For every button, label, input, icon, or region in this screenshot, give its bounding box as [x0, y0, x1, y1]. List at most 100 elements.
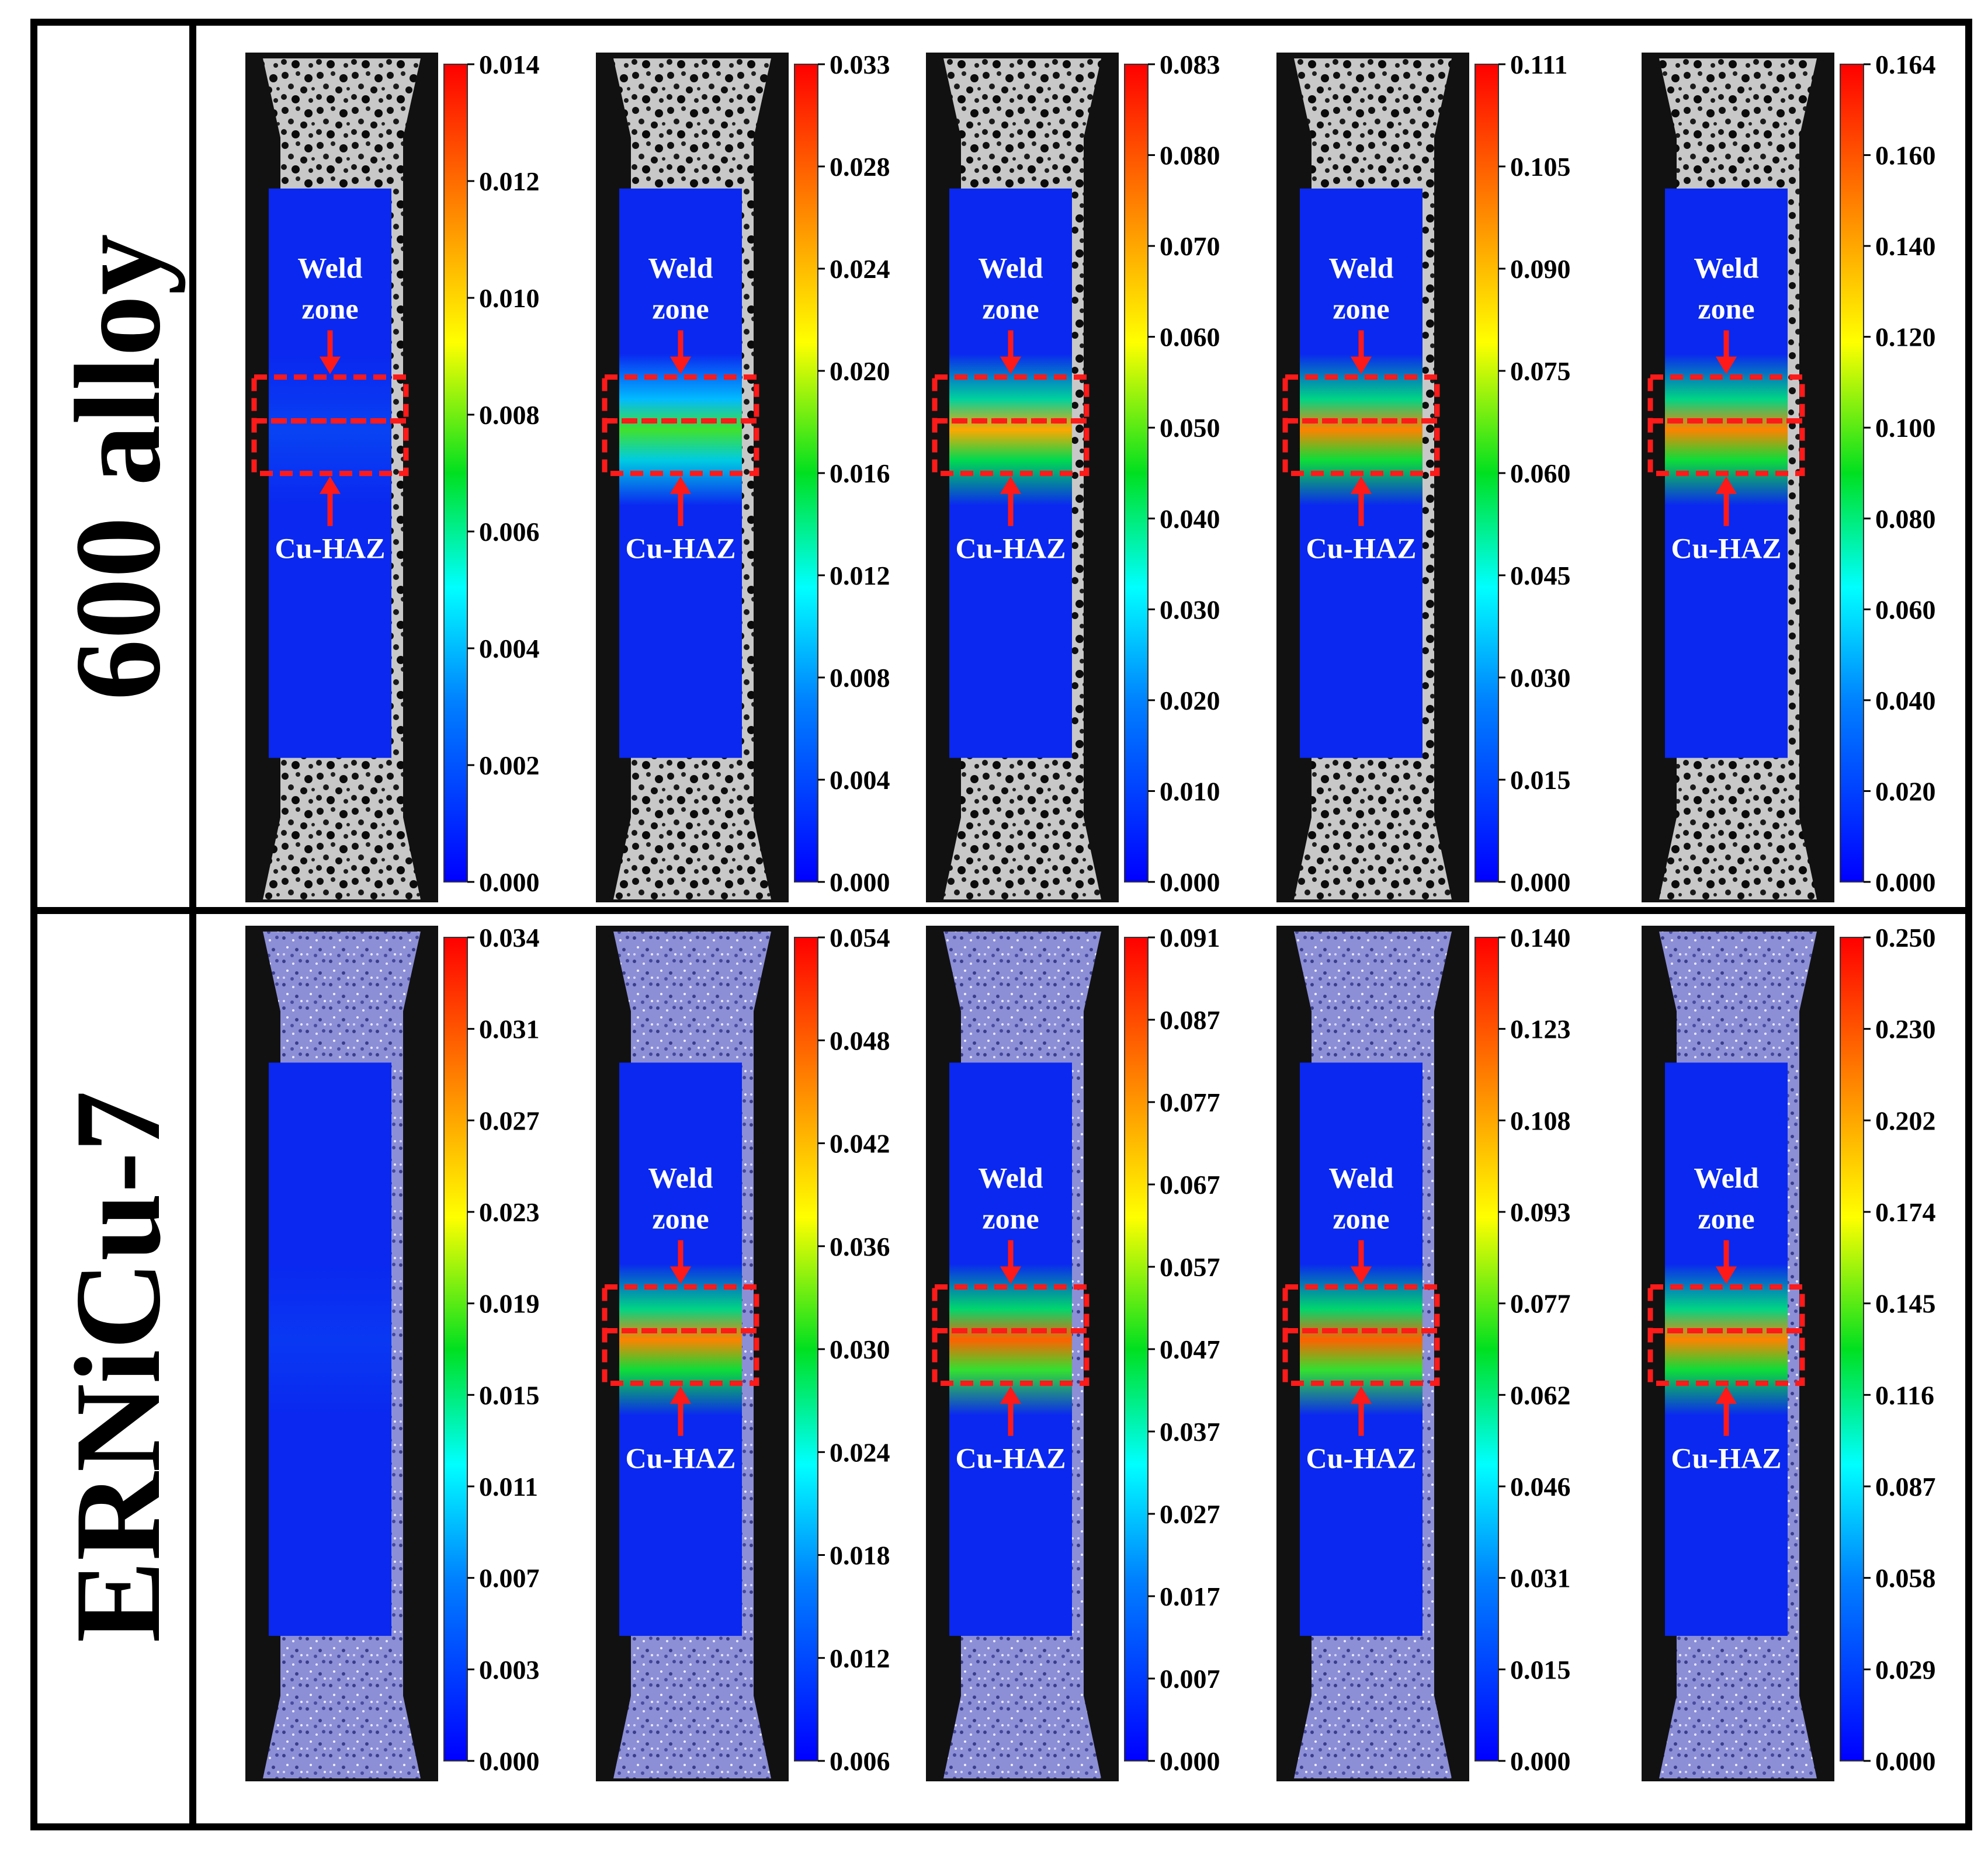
colorbar-tick-label: 0.062	[1510, 1380, 1571, 1410]
colorbar-tick-label: 0.123	[1510, 1014, 1571, 1044]
row-label-ernicu-7: ERNiCu-7	[50, 1090, 186, 1642]
colorbar-tick-label: 0.000	[1875, 867, 1936, 897]
cu-haz-label: Cu-HAZ	[1671, 1442, 1782, 1475]
strain-panel: Weld zone Cu-HAZ 0.140 0.123 0.108 0.093 0.077 0…	[1276, 923, 1571, 1781]
haz-box	[1282, 1328, 1440, 1387]
strain-panel: Weld zone Cu-HAZ 0.250 0.230 0.202 0.174 0.145 0…	[1642, 923, 1936, 1781]
colorbar-tick-label: 0.145	[1875, 1289, 1936, 1319]
colorbar-tick-label: 0.067	[1160, 1170, 1220, 1200]
colorbar-tick-label: 0.031	[1510, 1563, 1571, 1593]
weld-zone-box	[251, 374, 409, 424]
colorbar-tick-label: 0.000	[1510, 867, 1571, 897]
cu-haz-label: Cu-HAZ	[626, 1442, 736, 1475]
colorbar-tick-label: 0.000	[1875, 1746, 1936, 1776]
weld-zone-box	[1282, 374, 1440, 424]
colorbar-tick-label: 0.019	[479, 1289, 540, 1319]
colorbar	[1474, 64, 1499, 882]
colorbar-tick-label: 0.048	[830, 1026, 890, 1055]
colorbar-tick-label: 0.016	[830, 458, 890, 488]
colorbar-tick-label: 0.042	[830, 1129, 890, 1159]
weld-label: Weld	[1328, 1162, 1393, 1194]
colorbar-tick-label: 0.012	[479, 166, 540, 196]
colorbar-tick-label: 0.006	[830, 1746, 890, 1776]
weld-arrow-head	[1000, 356, 1021, 374]
colorbar-tick-label: 0.047	[1160, 1335, 1220, 1364]
colorbar-tick-label: 0.028	[830, 152, 890, 182]
colorbar-tick-label: 0.075	[1510, 356, 1571, 386]
weld-arrow-head	[670, 1266, 691, 1284]
colorbar-tick-label: 0.004	[830, 765, 890, 795]
colorbar-tick-label: 0.027	[479, 1106, 540, 1135]
colorbar-tick-label: 0.060	[1875, 595, 1936, 624]
colorbar-tick-label: 0.012	[830, 1643, 890, 1673]
colorbar-tick-label: 0.030	[1160, 595, 1220, 624]
colorbar-tick-label: 0.091	[1160, 923, 1220, 953]
colorbar-tick-label: 0.034	[479, 923, 540, 953]
colorbar-tick-label: 0.093	[1510, 1197, 1571, 1227]
haz-box	[251, 418, 409, 477]
colorbar-tick-label: 0.000	[479, 867, 540, 897]
haz-arrow-head	[1716, 476, 1737, 494]
strain-panel: Weld zone Cu-HAZ 0.111 0.105 0.090 0.075 0.060 0…	[1276, 50, 1571, 902]
colorbar-tick-label: 0.077	[1510, 1289, 1571, 1319]
haz-box	[1647, 1328, 1805, 1387]
colorbar-tick-label: 0.008	[479, 400, 540, 430]
colorbar-tick-label: 0.006	[479, 517, 540, 547]
colorbar-tick-label: 0.018	[830, 1541, 890, 1570]
weld-arrow-head	[320, 356, 341, 374]
strain-panel: Weld zone Cu-HAZ 0.091 0.087 0.077 0.067 0.057 0…	[926, 923, 1220, 1781]
haz-arrow-head	[320, 476, 341, 494]
colorbar-tick-label: 0.058	[1875, 1563, 1936, 1593]
colorbar-tick-label: 0.010	[1160, 776, 1220, 806]
haz-arrow-head	[1000, 1386, 1021, 1404]
colorbar-tick-label: 0.030	[1510, 663, 1571, 693]
haz-box	[932, 1328, 1090, 1387]
colorbar-tick-label: 0.045	[1510, 561, 1571, 590]
weld-zone-box	[932, 1284, 1090, 1334]
colorbar-tick-label: 0.017	[1160, 1582, 1220, 1611]
colorbar-tick-label: 0.000	[1160, 1746, 1220, 1776]
colorbar-tick-label: 0.015	[1510, 1655, 1571, 1684]
weld-arrow-head	[670, 356, 691, 374]
colorbar-tick-label: 0.140	[1875, 231, 1936, 261]
colorbar-tick-label: 0.000	[479, 1746, 540, 1776]
colorbar-tick-label: 0.105	[1510, 152, 1571, 182]
colorbar	[1474, 937, 1499, 1761]
cu-haz-label: Cu-HAZ	[956, 532, 1066, 565]
zone-label: zone	[1333, 293, 1389, 325]
strain-panel: Weld zone Cu-HAZ 0.033 0.028 0.024 0.020 0.016 0…	[596, 50, 890, 902]
weld-label: Weld	[1694, 252, 1758, 284]
cu-haz-label: Cu-HAZ	[275, 532, 386, 565]
colorbar-tick-label: 0.046	[1510, 1472, 1571, 1502]
colorbar-tick-label: 0.004	[479, 634, 540, 663]
strain-concentration-band	[269, 1263, 391, 1416]
colorbar-tick-label: 0.057	[1160, 1252, 1220, 1282]
haz-arrow-head	[670, 476, 691, 494]
strain-panel: Weld zone Cu-HAZ 0.014 0.012 0.010 0.008 0.006 0…	[245, 50, 540, 902]
colorbar-tick-label: 0.111	[1510, 50, 1567, 79]
colorbar	[1840, 937, 1864, 1761]
colorbar	[794, 937, 818, 1761]
colorbar-tick-label: 0.023	[479, 1197, 540, 1227]
colorbar-tick-label: 0.007	[1160, 1664, 1220, 1694]
colorbar-tick-label: 0.083	[1160, 50, 1220, 79]
zone-label: zone	[982, 293, 1039, 325]
colorbar-tick-label: 0.033	[830, 50, 890, 79]
weld-zone-box	[602, 1284, 759, 1334]
strain-panel: Weld zone Cu-HAZ 0.083 0.080 0.070 0.060 0.050 0…	[926, 50, 1220, 902]
cu-haz-label: Cu-HAZ	[1306, 1442, 1417, 1475]
cu-haz-label: Cu-HAZ	[626, 532, 736, 565]
colorbar-tick-label: 0.000	[830, 867, 890, 897]
colorbar-tick-label: 0.020	[830, 356, 890, 386]
colorbar-tick-label: 0.020	[1875, 776, 1936, 806]
colorbar	[443, 937, 468, 1761]
colorbar-tick-label: 0.015	[479, 1380, 540, 1410]
colorbar-tick-label: 0.060	[1510, 458, 1571, 488]
colorbar-tick-label: 0.120	[1875, 322, 1936, 352]
colorbar-tick-label: 0.011	[479, 1472, 538, 1502]
colorbar-tick-label: 0.140	[1510, 923, 1571, 953]
haz-arrow-head	[1716, 1386, 1737, 1404]
zone-label: zone	[982, 1203, 1039, 1235]
colorbar-tick-label: 0.040	[1160, 504, 1220, 534]
